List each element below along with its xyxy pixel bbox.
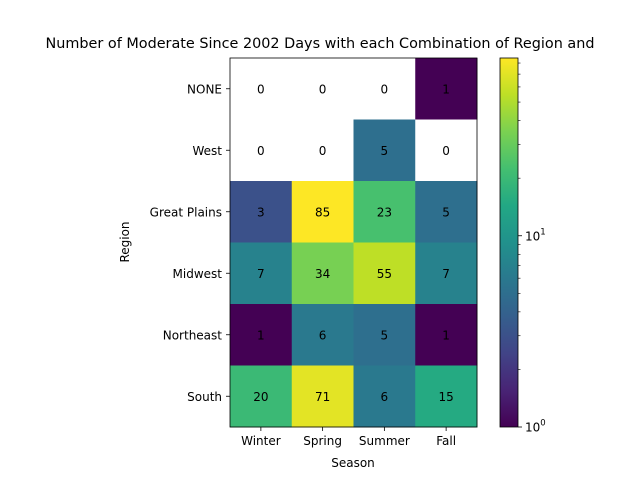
cell-value-label: 6 (319, 328, 327, 342)
heatmap-cell (230, 181, 293, 243)
cell-value-label: 7 (257, 267, 265, 281)
heatmap-cell (230, 365, 293, 428)
cell-value-label: 0 (257, 144, 265, 158)
y-tick-label: Northeast (163, 328, 223, 342)
x-axis-label: Season (331, 456, 375, 470)
cell-value-label: 71 (315, 390, 330, 404)
cell-value-label: 15 (438, 390, 453, 404)
y-tick-label: Midwest (173, 267, 223, 281)
x-axis: Winter Spring Summer Fall (241, 427, 456, 448)
heatmap-cell (415, 58, 478, 120)
heatmap-cell (415, 365, 478, 428)
cell-value-label: 0 (319, 82, 327, 96)
cell-value-label: 55 (377, 267, 392, 281)
colorbar-ticks: 100 101 (518, 62, 546, 435)
cell-value-label: 6 (381, 390, 389, 404)
heatmap-cell (291, 58, 354, 120)
cell-value-label: 85 (315, 205, 330, 219)
heatmap-cell (415, 304, 478, 366)
cell-value-label: 0 (319, 144, 327, 158)
cell-value-label: 5 (442, 205, 450, 219)
y-axis: NONE West Great Plains Midwest Northeast Sout… (150, 82, 230, 404)
cell-value-label: 20 (253, 390, 268, 404)
cell-value-label: 0 (442, 144, 450, 158)
heatmap-cells (230, 58, 478, 428)
colorbar-tick-label: 100 (525, 419, 546, 435)
x-tick-label: Fall (436, 434, 456, 448)
heatmap-cell (291, 119, 354, 182)
cell-value-label: 34 (315, 267, 330, 281)
heatmap-cell (353, 242, 416, 305)
heatmap-cell (353, 119, 416, 182)
heatmap-cell (230, 242, 293, 305)
x-tick-label: Spring (303, 434, 342, 448)
x-tick-label: Winter (241, 434, 281, 448)
heatmap-cell (353, 58, 416, 120)
cell-value-label: 0 (257, 82, 265, 96)
plot-frame (229, 57, 478, 428)
cell-value-label: 23 (377, 205, 392, 219)
heatmap-cell (230, 58, 293, 120)
cell-value-label: 7 (442, 267, 450, 281)
heatmap-cell (291, 242, 354, 305)
heatmap-cell (353, 365, 416, 428)
cell-value-label: 3 (257, 205, 265, 219)
heatmap-cell (291, 304, 354, 366)
colorbar-tick-label: 101 (525, 227, 546, 243)
cell-value-label: 1 (442, 328, 450, 342)
heatmap-cell (230, 304, 293, 366)
heatmap-cell (415, 119, 478, 182)
y-tick-label: NONE (187, 82, 222, 96)
cell-value-label: 0 (381, 82, 389, 96)
heatmap-cell (291, 365, 354, 428)
heatmap-cell (353, 304, 416, 366)
colorbar: 100 101 (499, 57, 546, 435)
heatmap-cell (415, 242, 478, 305)
y-tick-label: Great Plains (150, 205, 222, 219)
cell-value-label: 5 (381, 144, 389, 158)
x-tick-label: Summer (359, 434, 410, 448)
cell-value-label: 1 (442, 82, 450, 96)
heatmap-cell (230, 119, 293, 182)
y-axis-label: Region (118, 221, 132, 262)
y-tick-label: West (192, 144, 222, 158)
chart-title: Number of Moderate Since 2002 Days with … (46, 36, 595, 52)
colorbar-gradient (499, 57, 519, 428)
cell-value-label: 5 (381, 328, 389, 342)
heatmap-cell (353, 181, 416, 243)
y-tick-label: South (187, 390, 222, 404)
heatmap-cell (415, 181, 478, 243)
cell-value-label: 1 (257, 328, 265, 342)
heatmap-cell (291, 181, 354, 243)
heatmap-cell-labels: 0 0 0 10 0 5 03 85 23 57 34 55 71 6 5 120 71 6 15 (253, 82, 454, 404)
